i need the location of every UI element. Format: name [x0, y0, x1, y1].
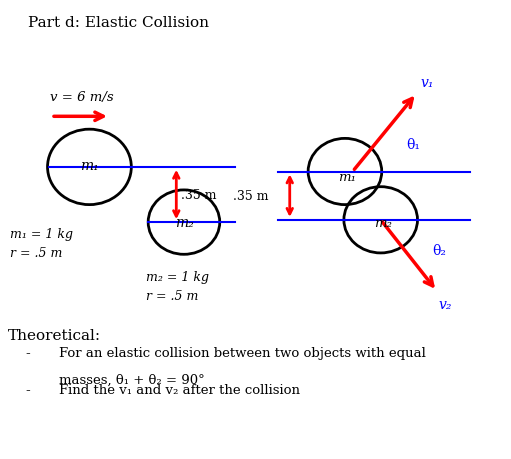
- Text: Part d: Elastic Collision: Part d: Elastic Collision: [28, 16, 209, 30]
- Text: θ₂: θ₂: [432, 243, 446, 257]
- Text: v = 6 m/s: v = 6 m/s: [50, 90, 113, 103]
- Text: .35 m: .35 m: [233, 190, 268, 203]
- Text: Find the v₁ and v₂ after the collision: Find the v₁ and v₂ after the collision: [59, 383, 300, 396]
- Text: m₂: m₂: [374, 216, 392, 229]
- Text: masses, θ₁ + θ₂ = 90°: masses, θ₁ + θ₂ = 90°: [59, 373, 204, 386]
- Text: m₂ = 1 kg
r = .5 m: m₂ = 1 kg r = .5 m: [146, 271, 208, 303]
- Text: m₁: m₁: [80, 158, 99, 172]
- Text: -: -: [26, 347, 31, 360]
- Text: θ₁: θ₁: [406, 138, 420, 151]
- Text: m₁: m₁: [338, 170, 357, 183]
- Text: For an elastic collision between two objects with equal: For an elastic collision between two obj…: [59, 347, 426, 359]
- Text: m₂: m₂: [175, 216, 193, 230]
- Text: -: -: [26, 383, 31, 397]
- Text: Theoretical:: Theoretical:: [8, 328, 101, 342]
- Text: m₁ = 1 kg
r = .5 m: m₁ = 1 kg r = .5 m: [10, 227, 73, 259]
- Text: v₂: v₂: [438, 297, 452, 311]
- Text: .35 m: .35 m: [181, 189, 217, 202]
- Text: v₁: v₁: [420, 76, 433, 90]
